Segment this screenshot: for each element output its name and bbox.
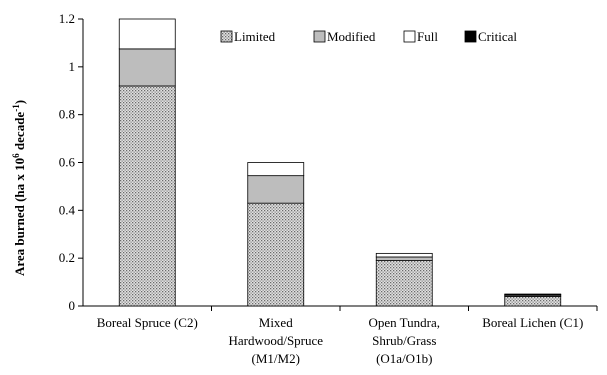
legend-label: Critical (478, 29, 517, 44)
bars (118, 18, 562, 307)
legend-label: Limited (234, 29, 276, 44)
y-tick-label: 0 (69, 298, 76, 313)
legend-swatch (464, 30, 477, 43)
legend-item-modified: Modified (313, 29, 376, 44)
x-category-label: Mixed Hardwood/Spruce (M1/M2) (228, 315, 323, 366)
x-category-label: Open Tundra, Shrub/Grass (O1a/O1b) (368, 315, 440, 366)
y-tick-label: 1 (69, 59, 76, 74)
bar-segment-full (375, 252, 433, 258)
legend-swatch (313, 30, 326, 43)
legend: Limited Modified Full Critical (220, 29, 517, 44)
bar-segment-critical (504, 293, 562, 295)
y-tick-label: 0.4 (59, 202, 76, 217)
bar-segment-modified (375, 256, 433, 261)
bar-segment-full (118, 18, 176, 50)
legend-item-full: Full (403, 29, 438, 44)
bar-segment-full (247, 162, 305, 177)
y-tick-label: 0.8 (59, 107, 75, 122)
axes: 0 0.2 0.4 0.6 0.8 1 1.2 Boreal Spruce (C2) Mixed… (59, 11, 598, 366)
y-tick-label: 0.2 (59, 250, 75, 265)
bar-segment-limited (118, 85, 176, 307)
legend-swatch (220, 30, 233, 43)
bar-segment-limited (504, 296, 562, 307)
y-axis-label: Area burned (ha x 106 decade-1) (11, 100, 27, 276)
y-tick-label: 1.2 (59, 11, 75, 26)
bar-segment-modified (118, 48, 176, 87)
legend-label: Modified (327, 29, 376, 44)
legend-item-limited: Limited (220, 29, 276, 44)
x-category-label: Boreal Lichen (C1) (482, 315, 583, 330)
bar-segment-limited (247, 202, 305, 307)
legend-label: Full (417, 29, 438, 44)
y-tick-label: 0.6 (59, 155, 76, 170)
legend-swatch (403, 30, 416, 43)
x-category-label: Boreal Spruce (C2) (97, 315, 198, 330)
bar-segment-limited (375, 260, 433, 307)
legend-item-critical: Critical (464, 29, 517, 44)
bar-segment-modified (247, 175, 305, 204)
